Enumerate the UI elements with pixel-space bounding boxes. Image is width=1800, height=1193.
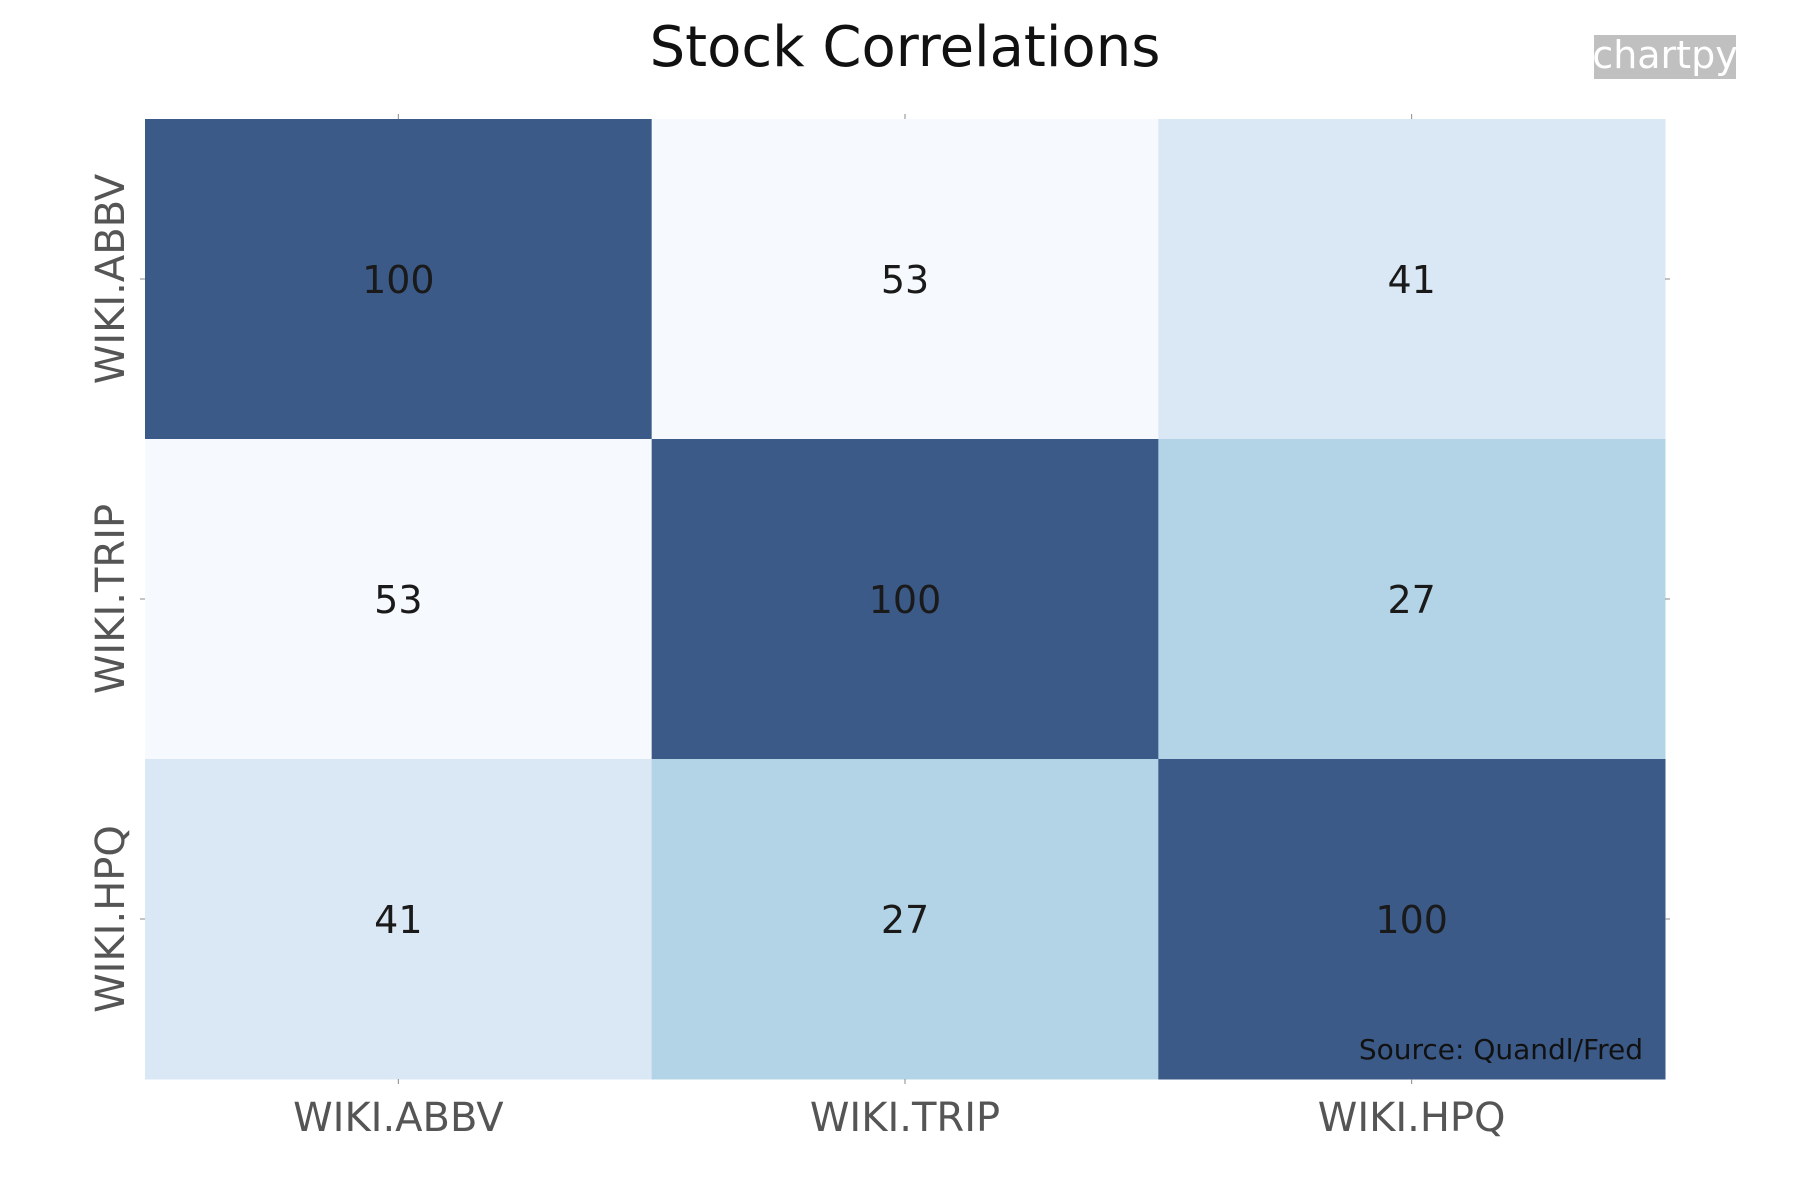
- y-tick-label-3: WIKI.HPQ: [88, 825, 134, 1013]
- chart-title: Stock Correlations: [650, 15, 1161, 80]
- x-tick-label-2: WIKI.TRIP: [810, 1095, 1000, 1141]
- watermark-background: [1594, 35, 1736, 79]
- cell-value-label-2-3: 27: [1387, 578, 1435, 622]
- axis-ticks: [140, 114, 1670, 1084]
- source-note: Source: Quandl/Fred: [1359, 1033, 1643, 1066]
- cell-value-label-1-2: 53: [881, 258, 929, 302]
- y-axis-tick-labels: WIKI.ABBV WIKI.TRIP WIKI.HPQ: [88, 173, 134, 1013]
- heatmap-cell-1-1: [145, 119, 653, 440]
- heatmap-cells: 100 53 41 53 100 27 41 27 100: [145, 119, 1666, 1080]
- watermark-text: chartpy: [1592, 33, 1737, 77]
- cell-value-label-3-1: 41: [374, 898, 422, 942]
- cell-value-label-3-2: 27: [881, 898, 929, 942]
- cell-value-label-2-1: 53: [374, 578, 422, 622]
- cell-value-label-3-3: 100: [1375, 898, 1448, 942]
- heatmap-cell-2-2: [651, 439, 1159, 760]
- y-tick-label-2: WIKI.TRIP: [88, 504, 134, 694]
- cell-value-label-1-3: 41: [1387, 258, 1435, 302]
- heatmap-cell-3-2: [651, 759, 1159, 1080]
- heatmap-cell-2-1: [145, 439, 653, 760]
- y-tick-label-1: WIKI.ABBV: [88, 173, 134, 384]
- heatmap-cell-3-3: [1158, 759, 1666, 1080]
- x-axis-tick-labels: WIKI.ABBV WIKI.TRIP WIKI.HPQ: [293, 1095, 1505, 1141]
- cell-value-label-2-2: 100: [869, 578, 942, 622]
- x-tick-label-3: WIKI.HPQ: [1318, 1095, 1506, 1141]
- heatmap-cell-3-1: [145, 759, 653, 1080]
- cell-value-label-1-1: 100: [362, 258, 435, 302]
- heatmap-cell-1-3: [1158, 119, 1666, 440]
- x-tick-label-1: WIKI.ABBV: [293, 1095, 504, 1141]
- heatmap-cell-1-2: [651, 119, 1159, 440]
- heatmap-cell-2-3: [1158, 439, 1666, 760]
- watermark: chartpy: [1592, 33, 1738, 79]
